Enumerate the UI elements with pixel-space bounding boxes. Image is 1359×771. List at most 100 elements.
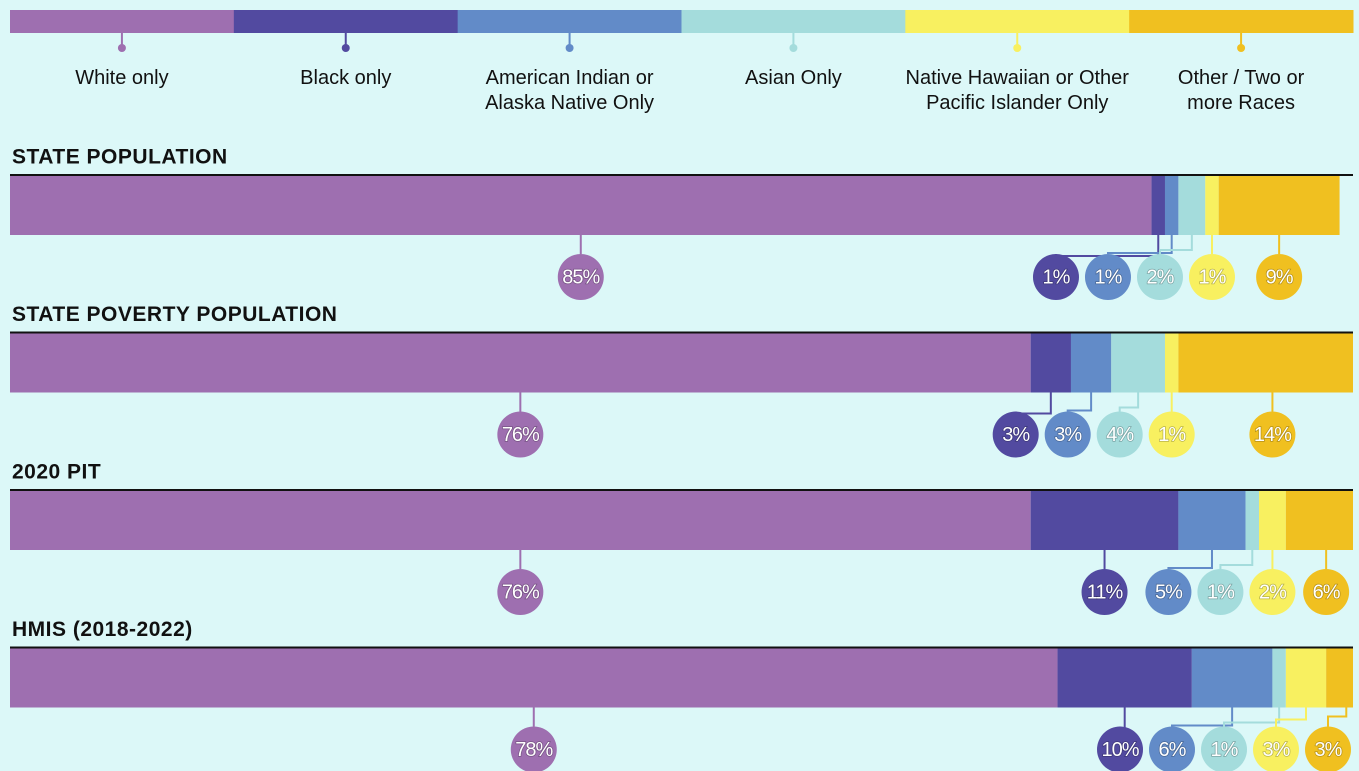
bar-segment [10,491,1031,550]
label-bubble [1256,254,1303,300]
label-bubble [510,726,557,771]
legend-dot [565,44,574,52]
label-bubble [1084,254,1131,300]
label-connector [1014,392,1052,415]
data-label: 3% [1002,424,1030,446]
legend-swatch [905,10,1130,33]
label-bubble [1197,569,1244,615]
bar-segment [1178,176,1206,235]
label-connector [1327,707,1348,727]
bar-segment [1245,491,1259,550]
data-label: 1% [1043,266,1071,288]
legend-dot [117,44,126,52]
legend-dot [341,44,350,52]
label-connector [1171,707,1234,727]
data-label: 3% [1263,739,1291,761]
data-label: 10% [1101,739,1139,761]
data-label: 14% [1254,424,1292,446]
label-connector [1118,392,1140,412]
label-connector [1106,235,1173,254]
bar-segment [1057,648,1192,708]
bar-segment [1030,333,1071,393]
label-connector [1158,235,1193,254]
data-label: 76% [502,581,540,603]
bars [10,176,1353,708]
bar-segment [1178,333,1353,393]
data-label: 85% [562,266,600,288]
label-bubble [1081,569,1128,615]
label-bubble [1303,569,1350,615]
label-bubble [1044,411,1091,458]
label-bubble [1149,726,1195,771]
label-bubble [1249,411,1296,458]
label-connector [1275,707,1307,727]
bar-segment [1164,176,1179,235]
legend-dot [1237,44,1246,52]
data-label: 78% [515,739,553,761]
label-bubble [557,254,604,300]
bar-segment [1164,333,1179,393]
bar-segment [1111,333,1165,393]
label-connector [1223,707,1281,727]
label-connector [1219,550,1254,569]
label-bubble [1253,726,1299,771]
legend-swatch [1129,10,1354,33]
legend-label: Black only [300,67,392,89]
legend-label: Other / Two or more Races [1177,67,1305,114]
data-label: 1% [1207,581,1235,603]
bar-segment [1285,648,1327,708]
bar-segment [1272,648,1286,708]
data-label: 3% [1054,424,1082,446]
data-label: 9% [1266,266,1294,288]
legend-dot [1013,44,1022,52]
data-label: 1% [1199,266,1227,288]
data-label: 3% [1315,739,1343,761]
bar-segment [1218,176,1340,235]
label-bubble [1201,726,1247,771]
bar-segment [10,333,1031,393]
legend-label: White only [75,67,169,89]
data-label: 2% [1259,581,1287,603]
row-title: HMIS (2018-2022) [12,618,193,641]
bar-segment [1178,491,1246,550]
legend-dot [789,44,798,52]
label-bubble [1096,411,1143,458]
row-title: STATE POPULATION [12,146,228,169]
label-bubble [1136,254,1183,300]
bar-segment [1070,333,1112,393]
bar-segment [10,176,1152,235]
data-label: 5% [1155,581,1183,603]
data-label: 6% [1159,739,1187,761]
label-bubble [1145,569,1192,615]
bar-segment [1151,176,1165,235]
label-connector [1066,392,1093,412]
label-connector [1167,550,1213,569]
label-bubble [1249,569,1296,615]
bar-segment [1191,648,1273,708]
data-label: 76% [502,424,540,446]
row-title: STATE POVERTY POPULATION [12,303,337,326]
label-connector [1119,707,1126,730]
data-label: 4% [1106,424,1134,446]
label-bubble [497,411,544,458]
legend-swatch [233,10,459,33]
data-label: 6% [1313,581,1341,603]
data-label: 1% [1095,266,1123,288]
legend-label: Native Hawaiian or Other Pacific Islande… [905,67,1129,114]
label-bubble [1305,726,1351,771]
legend-label: Asian Only [745,67,842,89]
data-label: 1% [1158,424,1186,446]
data-label: 1% [1211,739,1239,761]
bar-segment [1258,491,1286,550]
legend-swatch [457,10,682,33]
bar-segment [1285,491,1353,550]
data-label: 2% [1147,266,1175,288]
label-bubble [1188,254,1235,300]
label-bubble [1097,726,1143,771]
legend-swatch [681,10,906,33]
data-label: 11% [1087,581,1124,603]
bar-segment [1030,491,1179,550]
row-title: 2020 PIT [12,461,101,484]
